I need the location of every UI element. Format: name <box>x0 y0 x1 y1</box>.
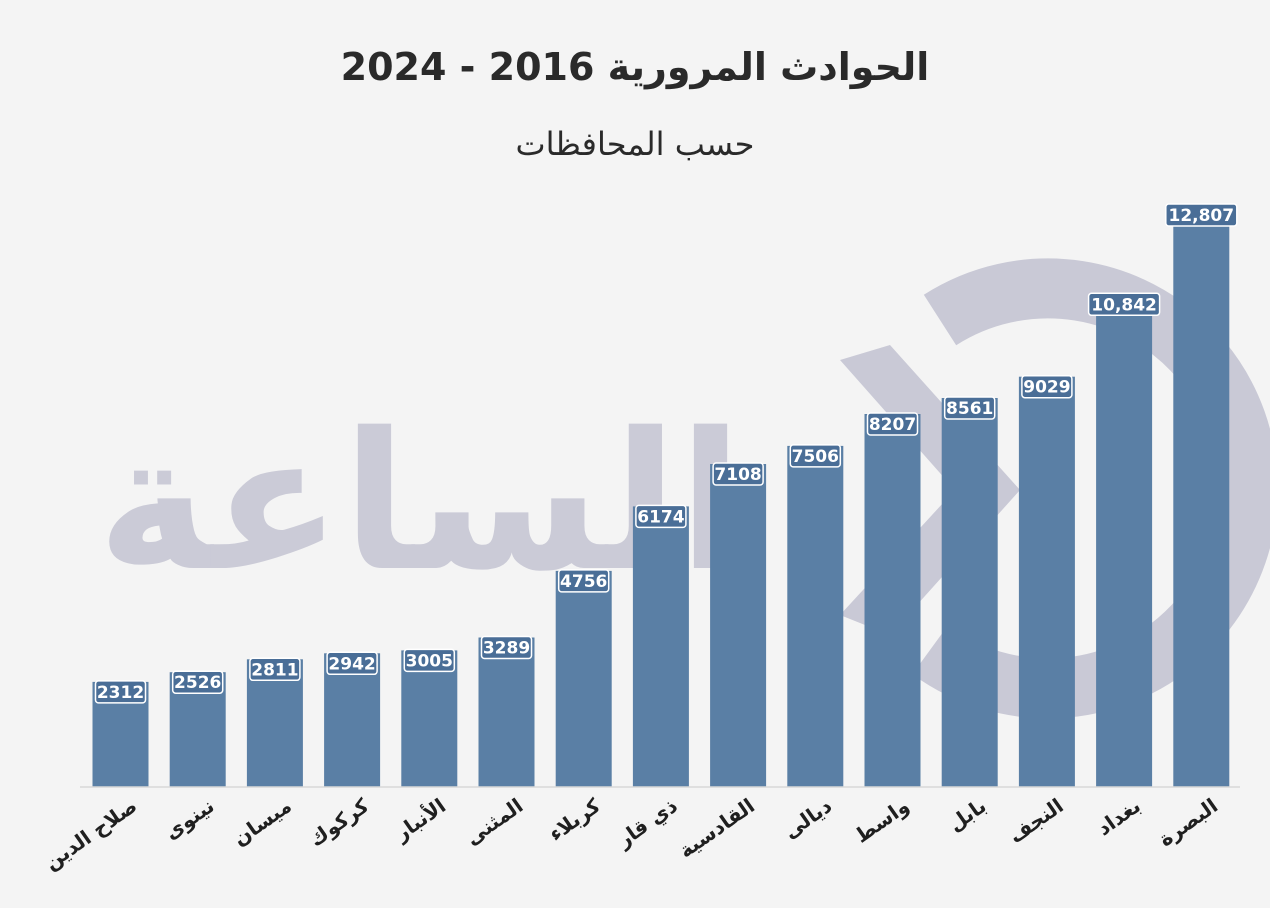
value-label-bg <box>480 635 533 660</box>
category-label: البصرة <box>1154 793 1222 851</box>
bar <box>1018 376 1075 787</box>
category-label: القادسية <box>674 793 759 862</box>
bar <box>787 445 844 787</box>
value-label-bg <box>943 396 996 420</box>
value-label: 6174 <box>637 507 684 527</box>
value-label: 3289 <box>483 639 530 659</box>
chart-subtitle: حسب المحافظات <box>516 125 755 163</box>
value-label: 12,807 <box>1168 206 1234 226</box>
value-label-bg <box>866 412 919 436</box>
value-label-bg <box>557 569 610 593</box>
value-label: 2312 <box>97 683 144 703</box>
bar <box>478 637 535 787</box>
value-label: 3005 <box>406 651 453 671</box>
category-label: المثنى <box>461 793 527 850</box>
category-labels-group: صلاح الدين نينوى ميسان كركوك الأنبار المثنى كر… <box>40 793 1222 875</box>
bar <box>1096 294 1153 787</box>
value-label: 9029 <box>1023 378 1070 398</box>
value-label: 2526 <box>174 673 221 693</box>
value-label-bg <box>403 648 456 673</box>
category-label: النجف <box>1004 793 1068 848</box>
bar <box>324 653 381 787</box>
value-label: 8561 <box>946 399 993 419</box>
value-label-bg <box>326 651 378 676</box>
category-label: صلاح الدين <box>40 793 142 874</box>
value-label: 2942 <box>328 654 375 674</box>
value-label: 7108 <box>714 465 761 485</box>
bar <box>401 650 458 787</box>
value-label: 8207 <box>869 415 916 435</box>
category-label: الأنبار <box>389 793 450 846</box>
bar <box>632 506 689 787</box>
bars-group <box>92 205 1230 787</box>
bar <box>1173 205 1230 787</box>
category-label: ديالى <box>779 793 836 843</box>
value-label-bg <box>789 444 842 468</box>
value-label: 2811 <box>251 660 298 680</box>
bar <box>555 570 612 787</box>
bar <box>710 464 767 787</box>
value-label-bg <box>635 504 687 529</box>
value-label: 4756 <box>560 572 607 592</box>
category-label: كربلاء <box>544 793 605 846</box>
value-labels-group: 2312 2526 2811 2942 3005 3289 4756 6174 7108 7506… <box>94 203 1238 704</box>
category-label: كركوك <box>305 793 374 851</box>
value-label-bg <box>1021 374 1073 399</box>
value-label-bg <box>712 462 764 486</box>
value-label-bg <box>1087 292 1161 317</box>
category-label: واسط <box>850 793 913 847</box>
bar <box>941 398 998 787</box>
value-label-bg <box>171 670 224 694</box>
category-label: ميسان <box>228 793 295 850</box>
bar <box>864 414 921 787</box>
category-label: نينوى <box>160 793 219 844</box>
value-label-bg <box>1165 203 1238 227</box>
category-label: بغداد <box>1092 793 1145 840</box>
value-label: 7506 <box>792 447 839 467</box>
value-label: 10,842 <box>1091 295 1157 315</box>
chart-title: الحوادث المرورية 2016 - 2024 <box>341 45 930 90</box>
category-label: بابل <box>944 793 991 836</box>
value-label-bg <box>249 657 301 682</box>
category-label: ذي قار <box>612 793 683 853</box>
value-label-bg <box>94 680 147 704</box>
